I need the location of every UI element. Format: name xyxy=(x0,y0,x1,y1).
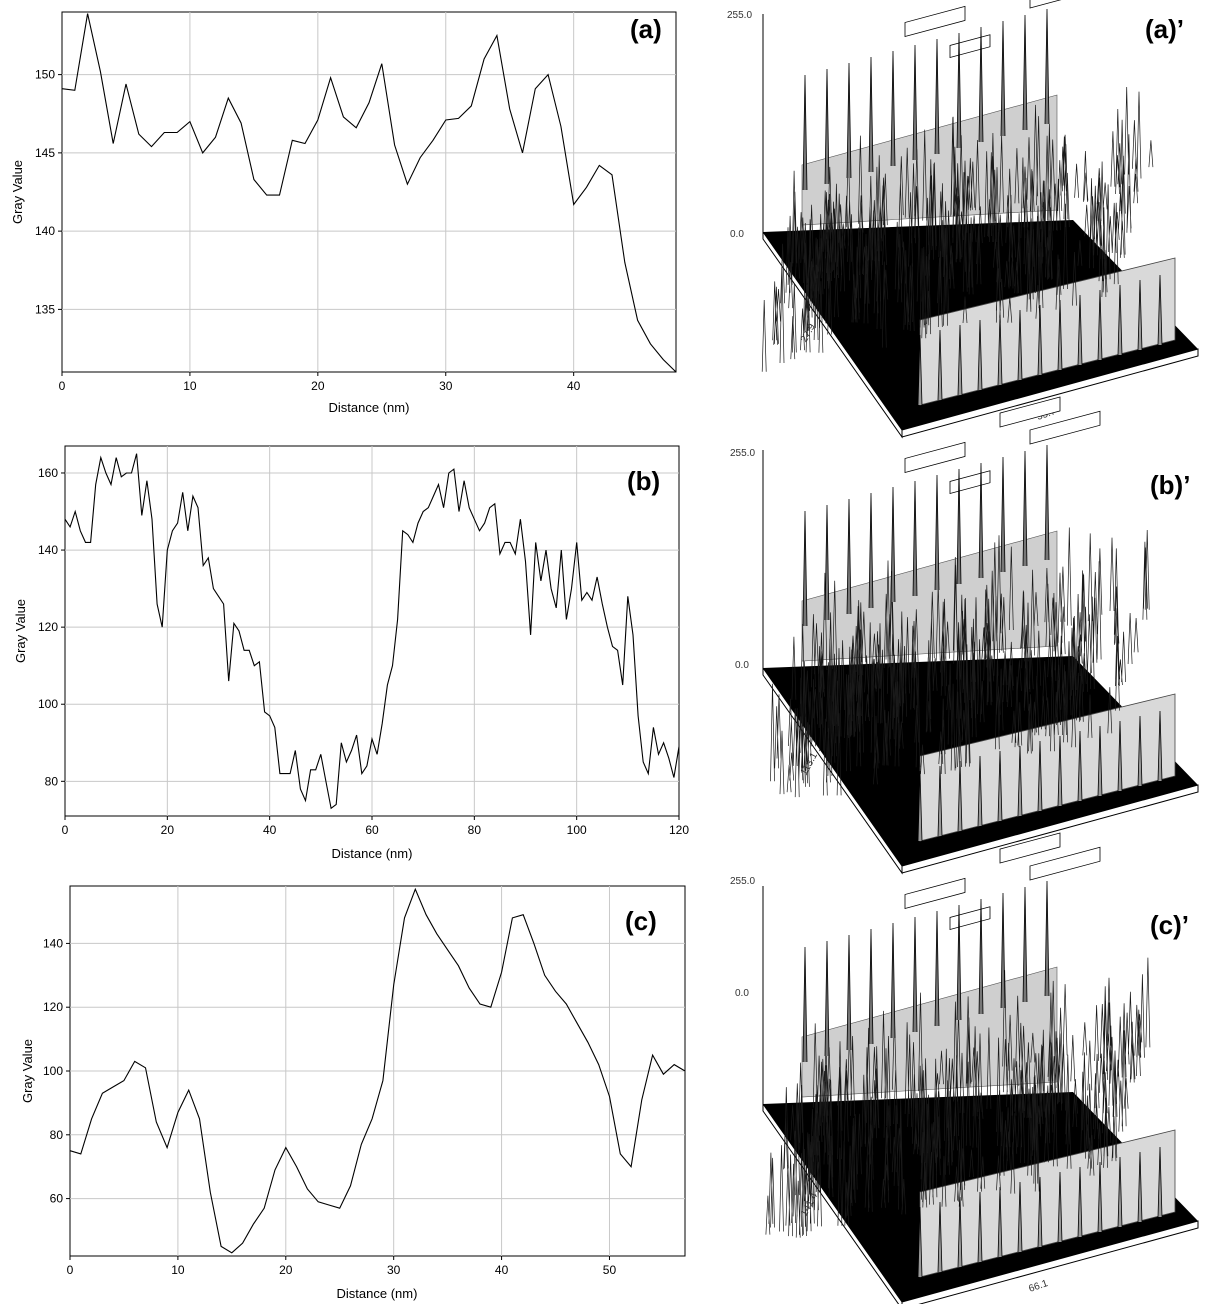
surface-back-wall xyxy=(801,966,1058,1098)
surface-tall-spikes xyxy=(802,444,1050,627)
surface-plateau xyxy=(999,396,1061,428)
y-axis-label-b: Gray Value xyxy=(13,599,28,663)
profile-line-c xyxy=(69,887,686,1254)
y-tick-label-a: 150 xyxy=(35,68,55,82)
x-tick-label-b: 100 xyxy=(567,823,587,837)
y-tick-label-c: 60 xyxy=(50,1192,64,1206)
x-tick-label-b: 0 xyxy=(62,823,69,837)
surface-plateau xyxy=(1029,846,1101,881)
y-axis-label-a: Gray Value xyxy=(10,160,25,224)
x-tick-label-a: 20 xyxy=(311,379,325,393)
z-min-label-c-prime: 0.0 xyxy=(735,988,749,999)
panel-label-c-prime: (c)’ xyxy=(1150,910,1189,940)
surface-plateau xyxy=(949,470,991,494)
y-tick-label-a: 145 xyxy=(35,146,55,160)
y-tick-label-c: 120 xyxy=(43,1000,63,1014)
surface-plot-b-prime: 255.0 0.0 113.1 139.2 (b)’ xyxy=(730,396,1199,875)
surface-base-edge-right xyxy=(901,1220,1199,1304)
surface-plateau xyxy=(949,906,991,930)
profile-line-b xyxy=(64,453,680,810)
dim-right-label-c-prime: 66.1 xyxy=(1027,1278,1049,1295)
x-tick-label-c: 0 xyxy=(67,1263,74,1277)
surface-back-wall xyxy=(801,530,1058,662)
line-chart-b: 0 20 40 60 80 100 120 80 100 120 140 160 (b) Distan… xyxy=(13,445,689,861)
surface-back-wall xyxy=(801,94,1058,226)
z-max-label-a-prime: 255.0 xyxy=(727,10,752,21)
surface-front-spikes xyxy=(917,710,1163,842)
surface-plateau xyxy=(1029,0,1101,9)
y-tick-label-b: 100 xyxy=(38,697,58,711)
surface-plateau xyxy=(1029,410,1101,445)
x-tick-label-c: 10 xyxy=(171,1263,185,1277)
panel-label-b: (b) xyxy=(627,466,660,496)
surface-tall-spikes xyxy=(802,8,1050,191)
x-tick-label-b: 60 xyxy=(365,823,379,837)
surface-plot-a-prime: 255.0 0.0 27.9 55.7 (a)’ xyxy=(727,0,1199,439)
surface-plateau xyxy=(949,34,991,58)
panel-label-c: (c) xyxy=(625,906,657,936)
profile-line-a xyxy=(61,13,677,373)
surface-base-edge-right xyxy=(901,784,1199,874)
surface-front-spikes xyxy=(917,1146,1163,1278)
surface-plateau xyxy=(904,877,966,910)
y-tick-label-a: 140 xyxy=(35,224,55,238)
surface-plot-c-prime: 255.0 0.0 141.4 66.1 (c)’ xyxy=(730,832,1199,1304)
z-max-label-b-prime: 255.0 xyxy=(730,448,755,459)
x-tick-label-b: 120 xyxy=(669,823,689,837)
x-axis-label-b: Distance (nm) xyxy=(332,846,413,861)
x-tick-label-b: 80 xyxy=(468,823,482,837)
x-tick-label-b: 20 xyxy=(161,823,175,837)
surface-plateau xyxy=(904,5,966,38)
x-tick-label-c: 40 xyxy=(495,1263,509,1277)
panel-label-a-prime: (a)’ xyxy=(1145,14,1184,44)
surface-plateau xyxy=(999,832,1061,864)
y-tick-label-a: 135 xyxy=(35,302,55,316)
x-tick-label-c: 30 xyxy=(387,1263,401,1277)
z-max-label-c-prime: 255.0 xyxy=(730,876,755,887)
z-min-label-b-prime: 0.0 xyxy=(735,660,749,671)
surface-tall-spikes xyxy=(802,880,1050,1063)
y-tick-label-b: 80 xyxy=(45,774,59,788)
z-min-label-a-prime: 0.0 xyxy=(730,229,744,240)
surface-noise-spikes xyxy=(765,957,1151,1238)
y-tick-label-c: 140 xyxy=(43,936,63,950)
y-tick-label-b: 120 xyxy=(38,620,58,634)
surface-plateau xyxy=(904,441,966,474)
x-tick-label-a: 40 xyxy=(567,379,581,393)
x-tick-label-a: 30 xyxy=(439,379,453,393)
x-tick-label-b: 40 xyxy=(263,823,277,837)
panel-label-b-prime: (b)’ xyxy=(1150,470,1190,500)
y-tick-label-c: 100 xyxy=(43,1064,63,1078)
y-tick-label-c: 80 xyxy=(50,1128,64,1142)
x-tick-label-a: 10 xyxy=(183,379,197,393)
y-tick-label-b: 140 xyxy=(38,543,58,557)
y-axis-label-c: Gray Value xyxy=(20,1039,35,1103)
x-tick-label-c: 20 xyxy=(279,1263,293,1277)
surface-front-spikes xyxy=(917,274,1163,406)
x-axis-label-c: Distance (nm) xyxy=(337,1286,418,1301)
plot-frame-a xyxy=(61,11,677,373)
y-tick-label-b: 160 xyxy=(38,466,58,480)
surface-noise-spikes xyxy=(761,86,1154,372)
line-chart-c: 0 10 20 30 40 50 60 80 100 120 140 (c) Distance (n… xyxy=(20,885,686,1301)
x-tick-label-a: 0 xyxy=(59,379,66,393)
panel-label-a: (a) xyxy=(630,14,662,44)
x-tick-label-c: 50 xyxy=(603,1263,617,1277)
x-axis-label-a: Distance (nm) xyxy=(329,400,410,415)
surface-base-edge-left xyxy=(762,1102,903,1304)
surface-base-edge-right xyxy=(901,348,1199,438)
surface-noise-spikes xyxy=(770,527,1150,798)
